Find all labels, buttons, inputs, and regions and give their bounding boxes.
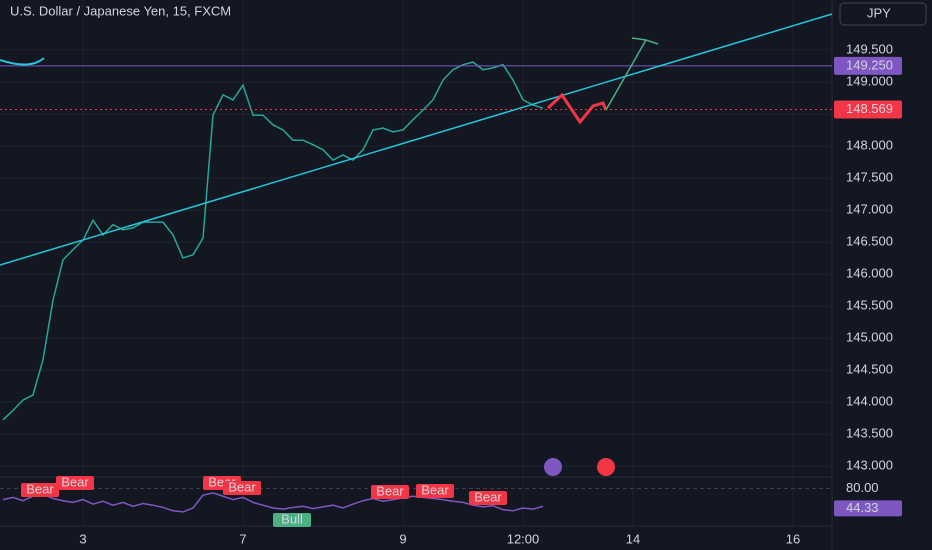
signal-label: Bear bbox=[61, 474, 89, 489]
currency-button[interactable] bbox=[839, 2, 927, 26]
drawing bbox=[0, 57, 45, 66]
value-tag bbox=[834, 500, 902, 517]
signal-tag bbox=[469, 491, 507, 505]
y-tick-label: 143.000 bbox=[846, 457, 893, 472]
price-tag bbox=[834, 56, 902, 75]
signal-label: Bear bbox=[376, 483, 404, 498]
signal-tag bbox=[223, 481, 261, 495]
y-tick-label: 149.500 bbox=[846, 41, 893, 56]
y-tick-label: 146.000 bbox=[846, 265, 893, 280]
prediction-path bbox=[546, 92, 608, 125]
trend-line bbox=[0, 13, 833, 266]
currency-label[interactable]: JPY bbox=[867, 5, 891, 20]
price-tag bbox=[834, 100, 902, 119]
y-tick-label: 146.500 bbox=[846, 233, 893, 248]
x-tick-label: 16 bbox=[786, 531, 800, 546]
signal-label: Bear bbox=[421, 482, 449, 497]
y-tick-label: 144.000 bbox=[846, 393, 893, 408]
y-tick-label: 149.000 bbox=[846, 73, 893, 88]
price-tag-label: 149.250 bbox=[846, 57, 893, 72]
price-line bbox=[2, 61, 544, 421]
y-tick-label: 147.500 bbox=[846, 169, 893, 184]
x-tick-label: 14 bbox=[626, 531, 640, 546]
signal-tag bbox=[273, 513, 311, 527]
signal-tag bbox=[56, 476, 94, 490]
event-icon[interactable] bbox=[544, 458, 562, 476]
marks bbox=[0, 61, 832, 513]
price-tag-label: 148.569 bbox=[846, 101, 893, 116]
x-tick-label: 7 bbox=[239, 531, 246, 546]
signal-label: Bear bbox=[228, 479, 256, 494]
signal-label: Bear bbox=[26, 481, 54, 496]
signal-tag bbox=[371, 485, 409, 499]
x-tick-label: 12:00 bbox=[507, 531, 540, 546]
y-tick-label: 147.000 bbox=[846, 201, 893, 216]
x-tick-label: 9 bbox=[399, 531, 406, 546]
y-tick-label: 145.000 bbox=[846, 329, 893, 344]
arrow-head bbox=[631, 37, 659, 45]
y-tick-label: 144.500 bbox=[846, 361, 893, 376]
y-tick-label: 143.500 bbox=[846, 425, 893, 440]
signal-label: Bear bbox=[474, 489, 502, 504]
x-tick-label: 3 bbox=[79, 531, 86, 546]
signal-tag bbox=[416, 484, 454, 498]
value-tag-label: 44.33 bbox=[846, 500, 879, 515]
signal-tag bbox=[21, 483, 59, 497]
signal-label: Bull bbox=[281, 511, 303, 526]
grid bbox=[0, 0, 832, 526]
y-tick-label: 145.500 bbox=[846, 297, 893, 312]
y-tick-label: 80.00 bbox=[846, 480, 879, 495]
chart-title: U.S. Dollar / Japanese Yen, 15, FXCM bbox=[10, 3, 231, 18]
y-tick-label: 148.000 bbox=[846, 137, 893, 152]
price-line bbox=[2, 492, 544, 513]
prediction-arrow bbox=[605, 39, 647, 111]
event-icon[interactable] bbox=[597, 458, 615, 476]
